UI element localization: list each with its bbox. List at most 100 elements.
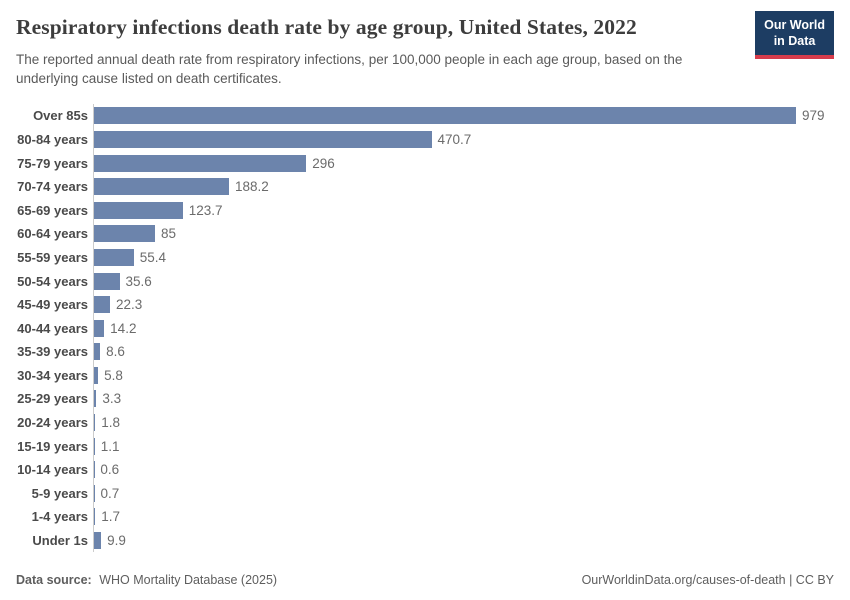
category-label: 40-44 years — [17, 320, 88, 336]
chart-row: 65-69 years 123.7 — [16, 199, 834, 223]
value-label: 85 — [160, 226, 176, 242]
data-source-text: WHO Mortality Database (2025) — [99, 573, 278, 587]
bar[interactable] — [94, 225, 155, 243]
page-title: Respiratory infections death rate by age… — [16, 15, 637, 39]
value-label: 1.8 — [101, 414, 121, 430]
bar[interactable] — [94, 508, 96, 526]
bar[interactable] — [94, 413, 96, 431]
value-label: 9.9 — [107, 532, 126, 548]
bar-track: 296 — [93, 151, 834, 175]
chart-header: Respiratory infections death rate by age… — [16, 11, 834, 88]
category-label: 75-79 years — [17, 155, 88, 171]
bar-track: 22.3 — [93, 293, 834, 317]
value-label: 22.3 — [115, 297, 143, 313]
chart-row: 50-54 years 35.6 — [16, 269, 834, 293]
value-label: 8.6 — [106, 344, 125, 360]
chart-row: Over 85s 979 — [16, 104, 834, 128]
owid-logo-line1: Our World — [764, 18, 825, 32]
bar[interactable] — [94, 107, 796, 125]
chart-row: 75-79 years 296 — [16, 151, 834, 175]
bar-track: 35.6 — [93, 269, 834, 293]
bar[interactable] — [94, 437, 95, 455]
chart-row: 1-4 years 1.7 — [16, 505, 834, 529]
bar-track: 55.4 — [93, 246, 834, 270]
category-label: 50-54 years — [17, 273, 88, 289]
owid-logo: Our World in Data — [755, 11, 834, 59]
value-label: 296 — [312, 155, 335, 171]
chart-row: Under 1s 9.9 — [16, 529, 834, 553]
chart-row: 70-74 years 188.2 — [16, 175, 834, 199]
bar-track: 0.6 — [93, 458, 834, 482]
value-label: 35.6 — [125, 273, 152, 289]
value-label: 979 — [802, 108, 825, 124]
chart-footer: Data source: WHO Mortality Database (202… — [16, 573, 834, 587]
category-label: 60-64 years — [17, 226, 88, 242]
category-label: 65-69 years — [17, 202, 88, 218]
bar-track: 3.3 — [93, 387, 834, 411]
chart-row: 15-19 years 1.1 — [16, 434, 834, 458]
bar[interactable] — [94, 178, 229, 196]
bar[interactable] — [94, 366, 99, 384]
value-label: 0.7 — [100, 485, 120, 501]
bar[interactable] — [94, 390, 97, 408]
chart-row: 5-9 years 0.7 — [16, 481, 834, 505]
category-label: 45-49 years — [17, 297, 88, 313]
category-label: 55-59 years — [17, 249, 88, 265]
bar[interactable] — [94, 201, 183, 219]
bar[interactable] — [94, 248, 134, 266]
category-label: 10-14 years — [17, 462, 88, 478]
category-label: 5-9 years — [31, 485, 88, 501]
bar-track: 123.7 — [93, 199, 834, 223]
value-label: 470.7 — [437, 132, 472, 148]
category-label: Under 1s — [32, 532, 88, 548]
value-label: 1.7 — [101, 509, 120, 525]
bar[interactable] — [94, 319, 105, 337]
value-label: 188.2 — [234, 179, 269, 195]
value-label: 0.6 — [100, 462, 120, 478]
y-axis-line — [93, 104, 94, 553]
category-label: 20-24 years — [17, 414, 88, 430]
bar-track: 1.1 — [93, 434, 834, 458]
value-label: 55.4 — [139, 249, 166, 265]
bar[interactable] — [94, 343, 101, 361]
category-label: 80-84 years — [17, 132, 88, 148]
owid-logo-line2: in Data — [773, 34, 816, 49]
attribution: OurWorldinData.org/causes-of-death | CC … — [581, 573, 834, 587]
bar[interactable] — [94, 154, 307, 172]
bar-track: 8.6 — [93, 340, 834, 364]
bar[interactable] — [94, 296, 110, 314]
data-source: Data source: WHO Mortality Database (202… — [16, 573, 277, 587]
bar-track: 979 — [93, 104, 834, 128]
chart-row: 60-64 years 85 — [16, 222, 834, 246]
bar-track: 1.7 — [93, 505, 834, 529]
chart-row: 45-49 years 22.3 — [16, 293, 834, 317]
bar-track: 14.2 — [93, 316, 834, 340]
value-label: 123.7 — [188, 202, 223, 218]
value-label: 1.1 — [100, 438, 120, 454]
bar[interactable] — [94, 484, 95, 502]
chart-row: 30-34 years 5.8 — [16, 364, 834, 388]
chart-row: 25-29 years 3.3 — [16, 387, 834, 411]
chart-subtitle: The reported annual death rate from resp… — [16, 51, 683, 87]
bar-track: 0.7 — [93, 481, 834, 505]
chart-row: 40-44 years 14.2 — [16, 316, 834, 340]
bar-track: 188.2 — [93, 175, 834, 199]
value-label: 3.3 — [102, 391, 122, 407]
bar[interactable] — [94, 131, 432, 149]
chart-row: 35-39 years 8.6 — [16, 340, 834, 364]
bar-track: 9.9 — [93, 529, 834, 553]
bar[interactable] — [94, 272, 120, 290]
bar[interactable] — [94, 531, 102, 549]
chart-row: 55-59 years 55.4 — [16, 246, 834, 270]
bar-track: 1.8 — [93, 411, 834, 435]
category-label: 1-4 years — [31, 509, 88, 525]
category-label: 15-19 years — [17, 438, 88, 454]
category-label: 35-39 years — [17, 344, 88, 360]
value-label: 14.2 — [110, 320, 137, 336]
chart-row: 80-84 years 470.7 — [16, 128, 834, 152]
bar-track: 5.8 — [93, 364, 834, 388]
data-source-label: Data source: — [16, 573, 92, 587]
chart-row: 10-14 years 0.6 — [16, 458, 834, 482]
category-label: 30-34 years — [17, 367, 88, 383]
